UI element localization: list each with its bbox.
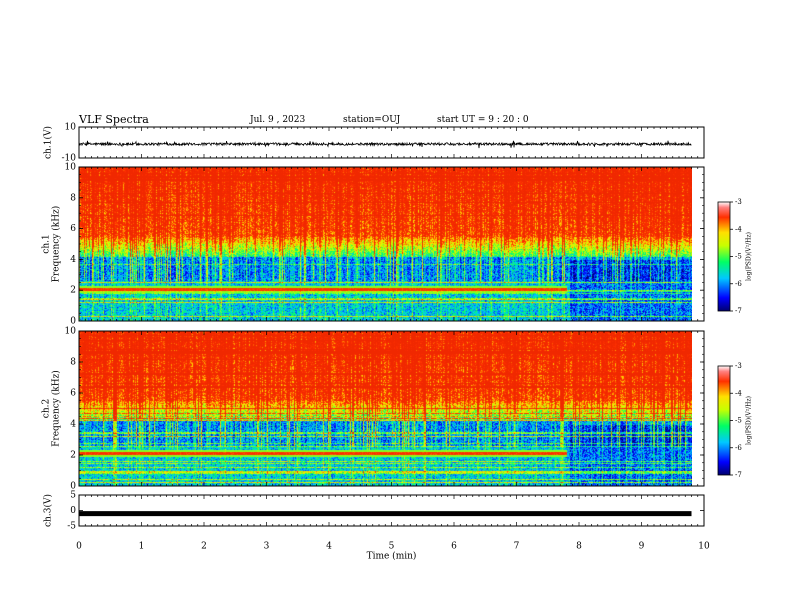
colorbar-label: log(PSD)(V²/Hz) (746, 232, 753, 281)
y-axis-label: ch.1(V) (43, 126, 54, 159)
station-label: station=OUJ (343, 115, 401, 125)
spectrogram-image (79, 331, 692, 486)
x-tick-label: 5 (389, 542, 395, 552)
x-tick-label: 8 (576, 542, 582, 552)
y-tick-label: 8 (70, 358, 76, 368)
colorbar (717, 201, 731, 312)
y-tick-label: -5 (67, 522, 76, 532)
figure-title: VLF Spectra (79, 113, 149, 126)
spectrogram-image (79, 167, 692, 321)
y-tick-label: 10 (65, 163, 77, 173)
x-tick-label: 6 (451, 542, 457, 552)
y-tick-label: 2 (70, 451, 76, 461)
x-axis-label: Time (min) (367, 551, 417, 562)
colorbar-tick-label: -6 (735, 444, 742, 452)
colorbar-tick-label: -7 (735, 307, 742, 315)
x-tick-label: 3 (264, 542, 270, 552)
y-tick-label: 10 (65, 327, 77, 337)
colorbar-tick-label: -6 (735, 280, 742, 288)
y-tick-label: 4 (70, 420, 76, 430)
colorbar-tick-label: -4 (735, 225, 742, 233)
y-axis-label: Frequency (kHz) (51, 370, 62, 447)
start-time-label: start UT = 9 : 20 : 0 (437, 115, 529, 125)
x-tick-label: 0 (76, 542, 82, 552)
y-axis-label: ch.1 (42, 234, 52, 253)
colorbar-tick-label: -5 (735, 417, 742, 425)
y-tick-label: -10 (62, 154, 77, 164)
y-axis-label: ch.2 (42, 399, 52, 418)
colorbar-tick-label: -4 (735, 389, 742, 397)
x-tick-label: 1 (139, 542, 145, 552)
y-tick-label: 0 (70, 317, 76, 327)
y-axis-label: ch.3(V) (43, 494, 54, 527)
colorbar-tick-label: -3 (735, 362, 742, 370)
x-tick-label: 2 (201, 542, 207, 552)
colorbar-label: log(PSD)(V²/Hz) (746, 396, 753, 445)
x-tick-label: 9 (639, 542, 645, 552)
colorbar (717, 365, 731, 476)
y-tick-label: 5 (70, 491, 76, 501)
y-tick-label: 10 (65, 123, 77, 133)
y-tick-label: 0 (70, 482, 76, 492)
y-tick-label: 4 (70, 255, 76, 265)
y-tick-label: 6 (70, 389, 76, 399)
y-tick-label: 8 (70, 193, 76, 203)
date-label: Jul. 9 , 2023 (250, 115, 306, 125)
colorbar-tick-label: -3 (735, 198, 742, 206)
colorbar-tick-label: -5 (735, 253, 742, 261)
x-tick-label: 4 (326, 542, 332, 552)
x-tick-label: 10 (698, 542, 710, 552)
panel-frame (78, 494, 705, 527)
y-tick-label: 2 (70, 286, 76, 296)
y-axis-label: Frequency (kHz) (51, 206, 62, 283)
x-tick-label: 7 (514, 542, 520, 552)
ch1-waveform-line (78, 140, 692, 149)
panel-frame (78, 126, 705, 159)
colorbar-tick-label: -7 (735, 471, 742, 479)
y-tick-label: 0 (70, 506, 76, 516)
y-tick-label: 6 (70, 224, 76, 234)
